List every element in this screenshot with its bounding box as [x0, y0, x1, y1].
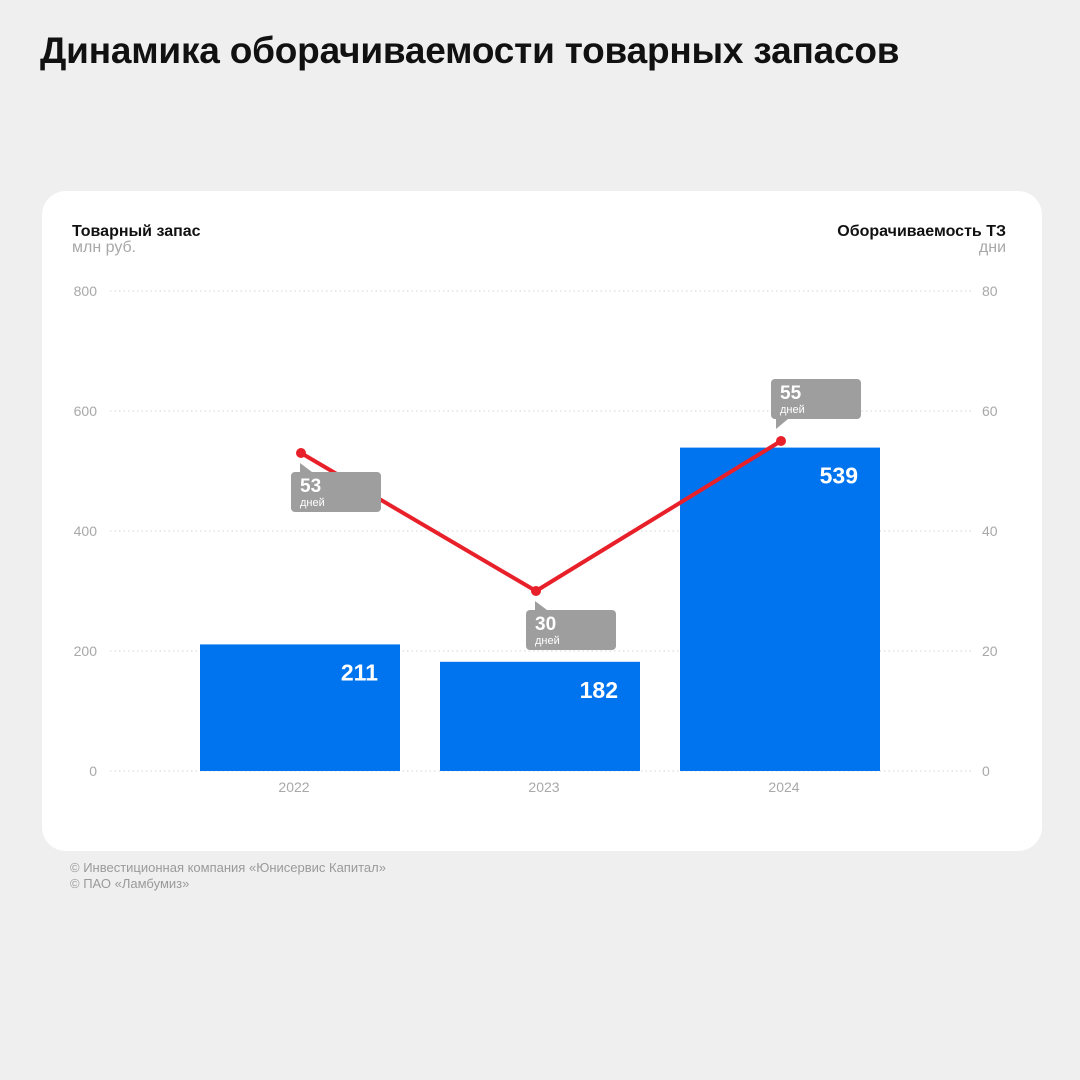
callout-box — [771, 379, 861, 419]
left-tick-label: 600 — [74, 403, 98, 419]
left-axis-title: Товарный запас — [72, 223, 201, 240]
right-tick-label: 0 — [982, 763, 990, 779]
bar-value-label: 182 — [580, 677, 618, 703]
right-tick-label: 20 — [982, 643, 998, 659]
callout-tail — [776, 419, 788, 429]
x-tick-label: 2022 — [278, 779, 309, 795]
source-line-1: © Инвестиционная компания «Юнисервис Кап… — [70, 860, 386, 875]
callout-unit: дней — [535, 635, 560, 647]
callout-value: 53 — [300, 476, 321, 497]
bar — [680, 447, 880, 771]
x-tick-label: 2023 — [528, 779, 559, 795]
right-tick-label: 60 — [982, 403, 998, 419]
right-axis-unit: дни — [978, 239, 1006, 256]
bar-value-label: 539 — [820, 463, 858, 489]
callout-tail — [300, 463, 312, 472]
x-tick-label: 2024 — [768, 779, 799, 795]
left-tick-label: 400 — [74, 523, 98, 539]
line-point — [776, 436, 786, 446]
chart-title: Динамика оборачиваемости товарных запасо… — [40, 30, 900, 71]
callout-box — [291, 472, 381, 512]
right-axis-title: Оборачиваемость ТЗ — [837, 223, 1006, 240]
bar — [440, 661, 640, 771]
right-tick-label: 80 — [982, 283, 998, 299]
bar — [200, 644, 400, 771]
left-axis-unit: млн руб. — [72, 239, 137, 256]
left-tick-label: 800 — [74, 283, 98, 299]
chart-plot: 0 0 200 20 400 40 600 60 800 80 211 182 539 2022 2023 2… — [74, 283, 998, 795]
callout-value: 30 — [535, 614, 556, 635]
left-tick-label: 200 — [74, 643, 98, 659]
callout-box — [526, 610, 616, 650]
callout-value: 55 — [780, 383, 802, 404]
callout-tail — [535, 601, 547, 610]
callout-unit: дней — [300, 497, 325, 509]
callout-unit: дней — [780, 404, 805, 416]
chart-card: Товарный запас млн руб. Оборачиваемость … — [42, 191, 1042, 851]
right-tick-label: 40 — [982, 523, 998, 539]
left-tick-label: 0 — [89, 763, 97, 779]
line-point — [296, 448, 306, 458]
bar-value-label: 211 — [341, 659, 378, 685]
source-line-2: © ПАО «Ламбумиз» — [70, 876, 190, 891]
line-point — [531, 586, 541, 596]
